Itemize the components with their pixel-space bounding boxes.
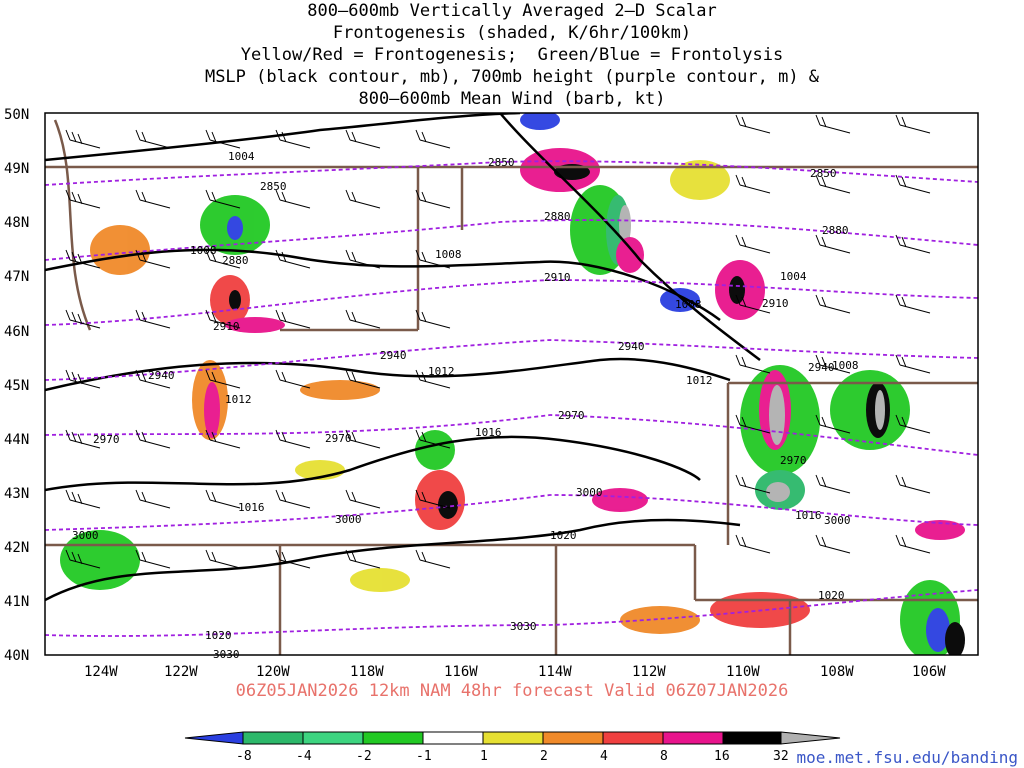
colorbar-swatch xyxy=(422,731,484,745)
colorbar-label: 16 xyxy=(714,749,730,764)
height-label: 2910 xyxy=(762,297,789,310)
mslp-label: 1008 xyxy=(190,244,217,257)
lat-label: 43N xyxy=(4,486,29,502)
height-label: 2880 xyxy=(822,224,849,237)
lon-label: 120W xyxy=(256,664,290,680)
height-label: 3030 xyxy=(213,648,240,661)
longitude-axis: 124W 122W 120W 118W 116W 114W 112W 110W … xyxy=(84,664,946,680)
lat-label: 47N xyxy=(4,269,29,285)
wind-barbs xyxy=(65,114,931,569)
plot-frame xyxy=(44,112,979,656)
height-label: 3000 xyxy=(576,486,603,499)
lat-label: 49N xyxy=(4,161,29,177)
lat-label: 46N xyxy=(4,324,29,340)
colorbar-swatch xyxy=(722,731,782,745)
colorbar-swatch xyxy=(362,731,424,745)
height-label: 2970 xyxy=(93,433,120,446)
lat-label: 48N xyxy=(4,215,29,231)
height-label: 3030 xyxy=(510,620,537,633)
colorbar-swatch xyxy=(542,731,604,745)
height-label: 2970 xyxy=(780,454,807,467)
mslp-label: 1016 xyxy=(238,501,265,514)
colorbar-label: 4 xyxy=(600,749,608,764)
mslp-label: 1004 xyxy=(228,150,255,163)
height-label: 2940 xyxy=(148,369,175,382)
height-label: 3000 xyxy=(72,529,99,542)
colorbar-swatch xyxy=(242,731,304,745)
colorbar-label: -2 xyxy=(356,749,372,764)
height-label: 2970 xyxy=(558,409,585,422)
colorbar xyxy=(184,731,841,745)
colorbar-swatch xyxy=(482,731,544,745)
shading-layer xyxy=(60,113,965,655)
height-label: 2940 xyxy=(380,349,407,362)
height-label: 3000 xyxy=(824,514,851,527)
mslp-label: 1012 xyxy=(428,365,455,378)
lon-label: 112W xyxy=(632,664,666,680)
height-label: 2850 xyxy=(810,167,837,180)
height-contours xyxy=(45,160,978,637)
height-label: 2970 xyxy=(325,432,352,445)
lat-label: 44N xyxy=(4,432,29,448)
contour-labels: 1004 1008 1008 1008 1004 1012 1012 1012 … xyxy=(72,150,859,661)
colorbar-labels: -8 -4 -2 -1 1 2 4 8 16 32 xyxy=(236,749,789,764)
source-url: moe.met.fsu.edu/banding xyxy=(796,748,1018,767)
mslp-label: 1020 xyxy=(205,629,232,642)
colorbar-swatch xyxy=(184,731,244,745)
lat-label: 42N xyxy=(4,540,29,556)
mslp-label: 1020 xyxy=(550,529,577,542)
lon-label: 114W xyxy=(538,664,572,680)
lat-label: 41N xyxy=(4,594,29,610)
height-label: 2910 xyxy=(544,271,571,284)
height-label: 2880 xyxy=(222,254,249,267)
lon-label: 122W xyxy=(164,664,198,680)
colorbar-swatch xyxy=(302,731,364,745)
lon-label: 118W xyxy=(350,664,384,680)
mslp-label: 1008 xyxy=(832,359,859,372)
colorbar-swatch xyxy=(662,731,724,745)
latitude-axis: 50N 49N 48N 47N 46N 45N 44N 43N 42N 41N … xyxy=(4,107,29,664)
lon-label: 124W xyxy=(84,664,118,680)
height-label: 2940 xyxy=(808,361,835,374)
mslp-contours xyxy=(45,113,761,602)
colorbar-label: 2 xyxy=(540,749,548,764)
height-label: 2850 xyxy=(488,156,515,169)
mslp-label: 1012 xyxy=(225,393,252,406)
forecast-label: 06Z05JAN2026 12km NAM 48hr forecast Vali… xyxy=(235,681,789,701)
lat-label: 45N xyxy=(4,378,29,394)
colorbar-label: -8 xyxy=(236,749,252,764)
lon-label: 108W xyxy=(820,664,854,680)
colorbar-swatch xyxy=(602,731,664,745)
mslp-label: 1008 xyxy=(675,298,702,311)
colorbar-label: 32 xyxy=(773,749,789,764)
colorbar-label: 1 xyxy=(480,749,488,764)
mslp-label: 1008 xyxy=(435,248,462,261)
lat-label: 40N xyxy=(4,648,29,664)
height-label: 2880 xyxy=(544,210,571,223)
height-label: 2940 xyxy=(618,340,645,353)
lon-label: 110W xyxy=(726,664,760,680)
lat-label: 50N xyxy=(4,107,29,123)
mslp-label: 1016 xyxy=(475,426,502,439)
mslp-label: 1004 xyxy=(780,270,807,283)
lon-label: 116W xyxy=(444,664,478,680)
mslp-label: 1016 xyxy=(795,509,822,522)
mslp-label: 1020 xyxy=(818,589,845,602)
lon-label: 106W xyxy=(912,664,946,680)
colorbar-label: -4 xyxy=(296,749,312,764)
map-title: 800–600mb Vertically Averaged 2–D Scalar… xyxy=(204,1,820,109)
colorbar-label: -1 xyxy=(416,749,432,764)
mslp-label: 1012 xyxy=(686,374,713,387)
colorbar-label: 8 xyxy=(660,749,668,764)
height-label: 2910 xyxy=(213,320,240,333)
colorbar-swatch xyxy=(780,731,841,745)
height-label: 2850 xyxy=(260,180,287,193)
height-label: 3000 xyxy=(335,513,362,526)
